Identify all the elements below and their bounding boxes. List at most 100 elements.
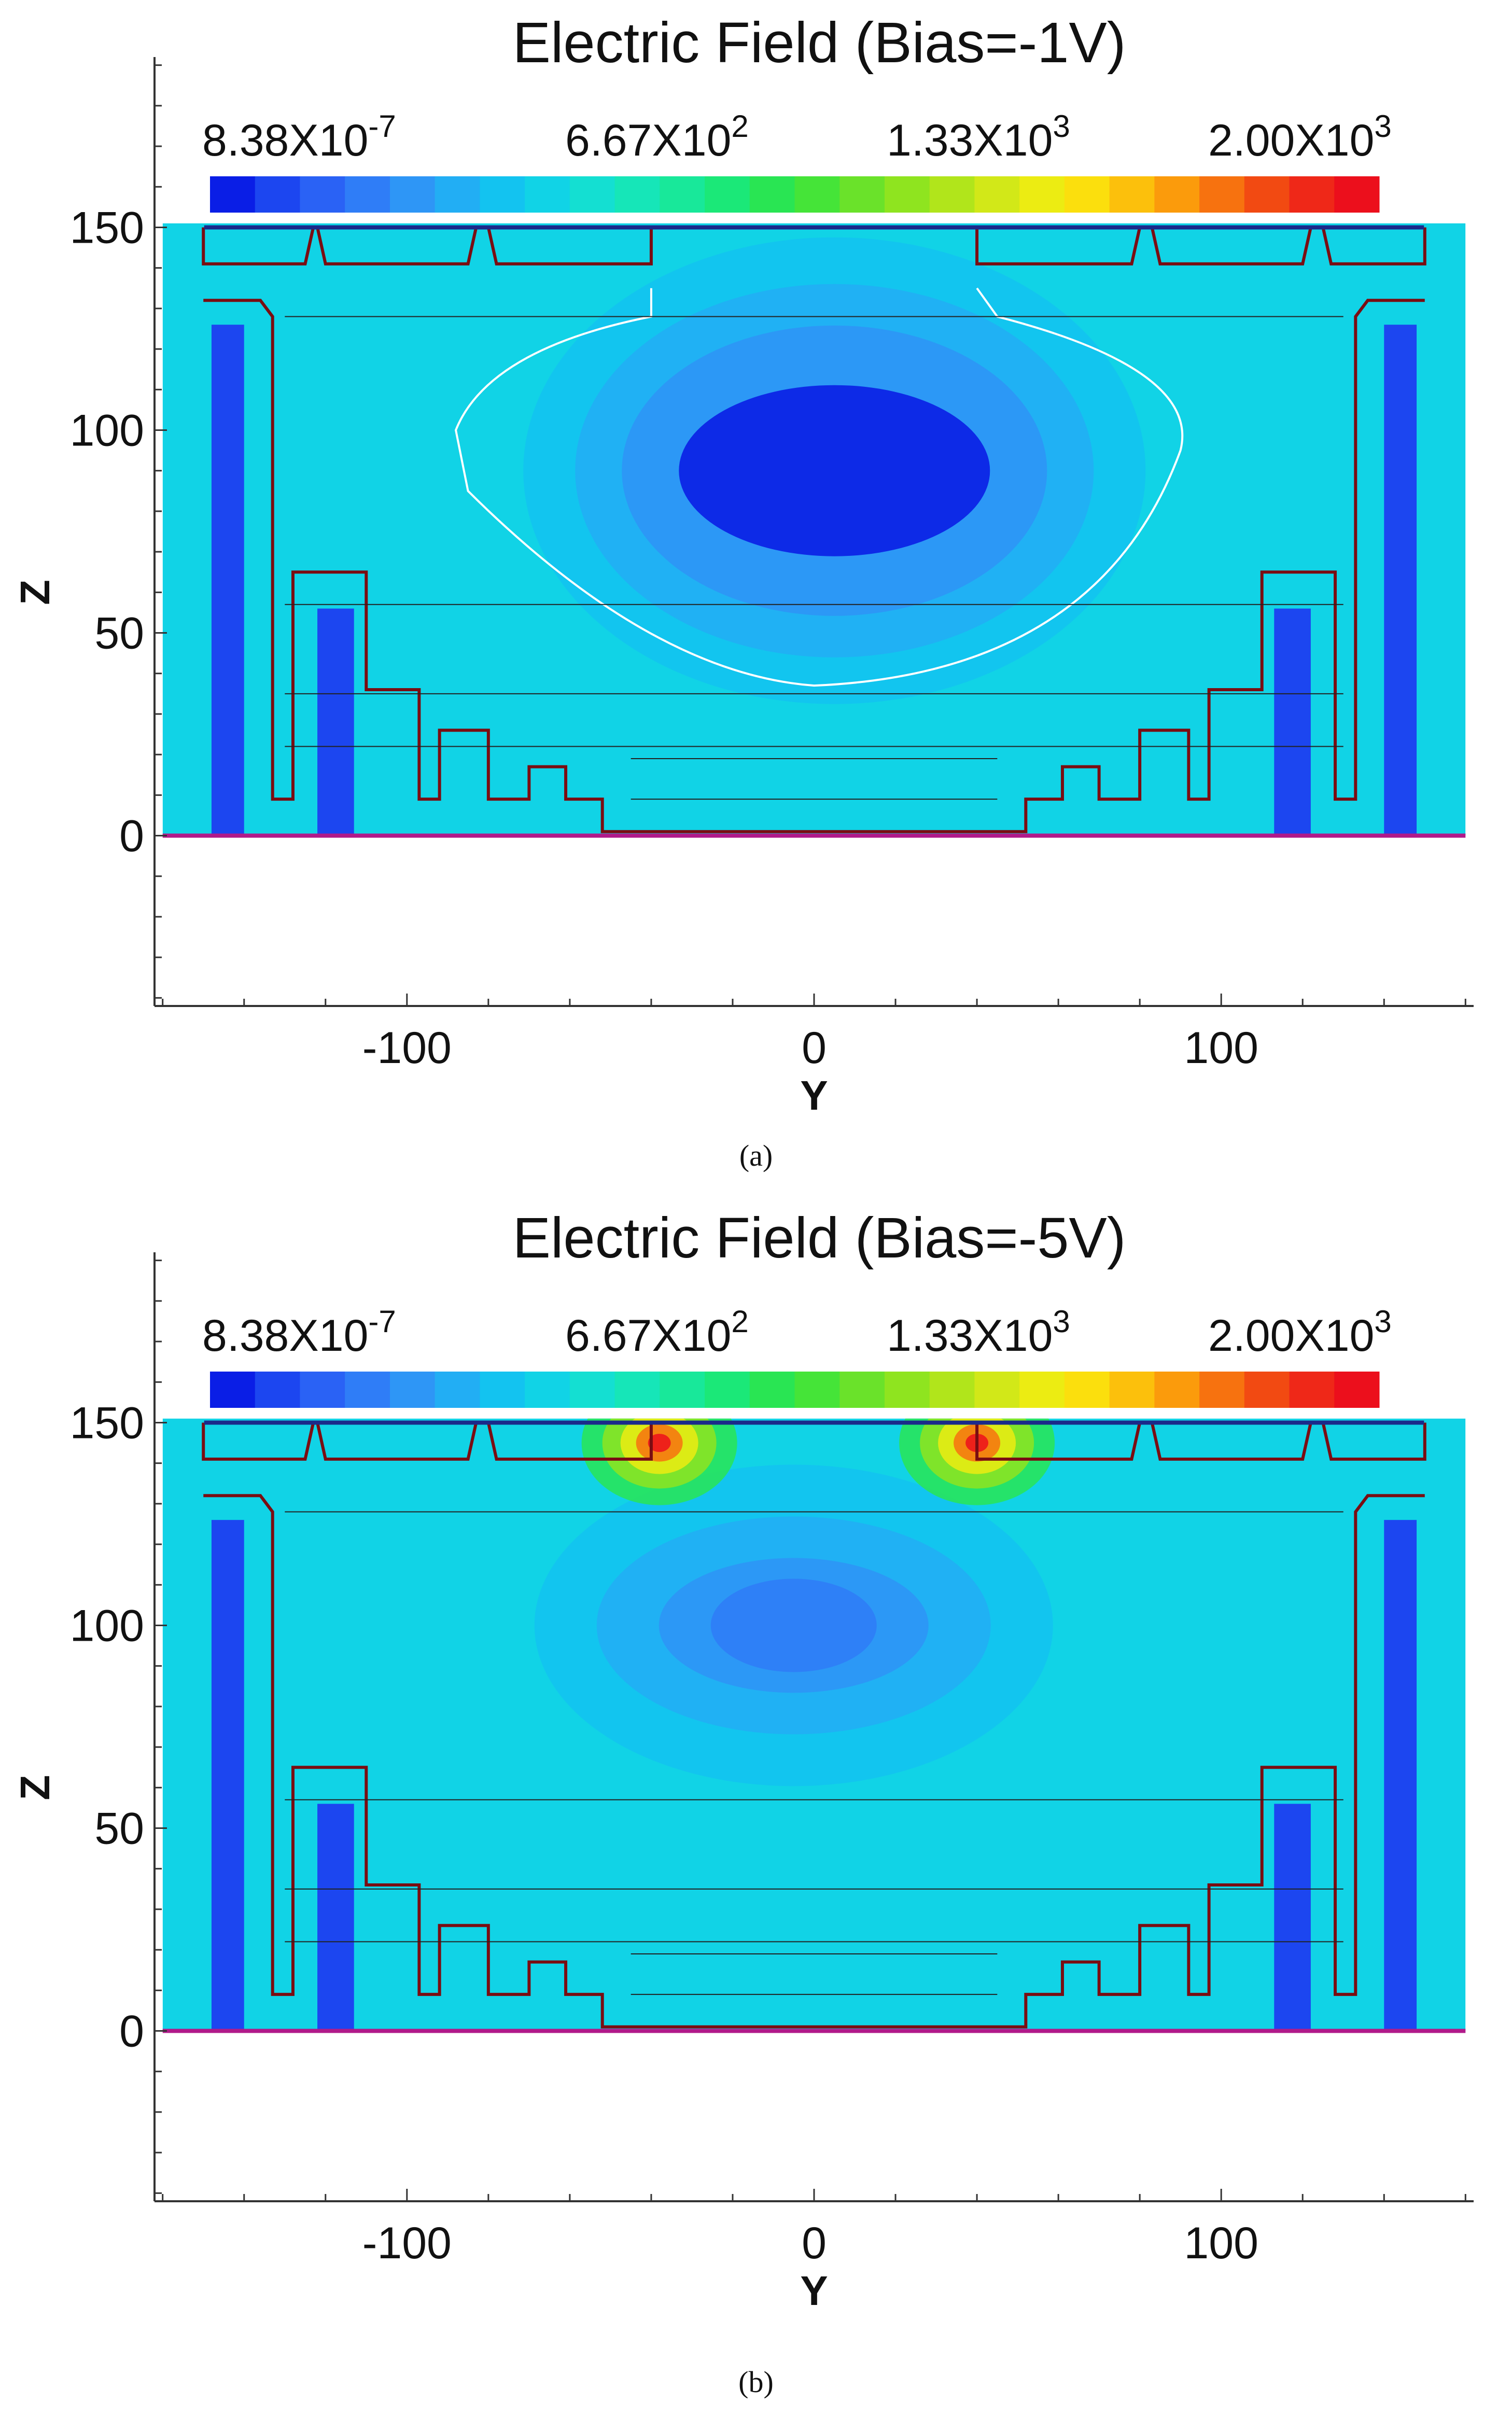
x-axis-label: Y [800, 1072, 828, 1119]
field-map [162, 223, 1466, 838]
colorbar-swatch [569, 176, 615, 213]
colorbar-swatch [614, 176, 660, 213]
colorbar-swatch [1019, 176, 1065, 213]
figure-panel-b: Electric Field (Bias=-5V) 8.38X10-7 6.67X1… [0, 1195, 1512, 2315]
colorbar-swatch [705, 1372, 750, 1408]
colorbar-swatch [255, 176, 300, 213]
colorbar-label: 8.38X10-7 [202, 109, 396, 165]
y-tick-label: 0 [119, 812, 144, 861]
x-tick-label: -100 [362, 2218, 452, 2268]
colorbar-swatch [480, 1372, 525, 1408]
colorbar-swatch [525, 1372, 570, 1408]
colorbar-swatch [525, 176, 570, 213]
side-column [317, 608, 354, 836]
x-tick-label: 100 [1184, 2218, 1258, 2268]
colorbar-swatch [614, 1372, 660, 1408]
colorbar-swatch [929, 176, 975, 213]
structure-outline [486, 1422, 653, 1461]
colorbar-label: 8.38X10-7 [202, 1304, 396, 1361]
colorbar-swatch [1334, 1372, 1380, 1408]
side-column [317, 1804, 354, 2031]
field-contour [679, 385, 990, 556]
chart-title: Electric Field (Bias=-1V) [513, 11, 1126, 75]
colorbar-label: 6.67X102 [565, 109, 749, 165]
x-tick-label: 0 [802, 2218, 827, 2268]
panel-0-svg: Electric Field (Bias=-1V) 8.38X10-7 6.67X1… [12, 11, 1474, 1119]
x-tick-label: 0 [802, 1023, 827, 1073]
caption-b: (b) [738, 2365, 774, 2399]
side-column [1384, 325, 1417, 836]
structure-outline [975, 227, 1142, 265]
colorbar-swatch [749, 1372, 795, 1408]
colorbar-swatch [1244, 1372, 1290, 1408]
structure-outline [203, 299, 1425, 833]
structure-outline [975, 1422, 1142, 1461]
colorbar-swatch [660, 176, 705, 213]
structure-outline [316, 1422, 478, 1461]
structure-outline [1321, 1422, 1426, 1461]
colorbar-swatch [1019, 1372, 1065, 1408]
side-column [1384, 1520, 1417, 2031]
colorbar-swatch [300, 176, 345, 213]
colorbar-swatch [1109, 1372, 1155, 1408]
figure-panel-a: Electric Field (Bias=-1V) 8.38X10-7 6.67X1… [0, 0, 1512, 1120]
colorbar-swatch [974, 1372, 1020, 1408]
colorbar-swatch [300, 1372, 345, 1408]
structure-outline [202, 1422, 315, 1461]
colorbar-swatch [1244, 176, 1290, 213]
colorbar-label: 2.00X103 [1208, 1304, 1392, 1361]
y-axis-label: Z [12, 1775, 58, 1800]
colorbar-swatch [255, 1372, 300, 1408]
colorbar-swatch [345, 176, 390, 213]
x-tick-label: 100 [1184, 1023, 1258, 1073]
panel-1-svg: Electric Field (Bias=-5V) 8.38X10-7 6.67X1… [12, 1206, 1474, 2314]
y-tick-label: 50 [94, 609, 144, 659]
colorbar: 8.38X10-7 6.67X102 1.33X103 2.00X103 [202, 1304, 1392, 1408]
colorbar-swatch [1064, 176, 1110, 213]
colorbar-swatch [435, 176, 480, 213]
y-tick-label: 50 [94, 1804, 144, 1854]
structure-outline [486, 227, 653, 265]
colorbar-swatch [974, 176, 1020, 213]
structure-outline [1321, 227, 1426, 265]
caption-a: (a) [739, 1139, 773, 1172]
depletion-boundary [454, 287, 1184, 687]
colorbar-label: 6.67X102 [565, 1304, 749, 1361]
structure-outline [1150, 227, 1312, 265]
colorbar-swatch [210, 1372, 256, 1408]
structure-outline [316, 227, 478, 265]
side-column [1274, 608, 1311, 836]
colorbar-swatch [884, 1372, 930, 1408]
colorbar-swatch [1289, 1372, 1335, 1408]
colorbar-label: 2.00X103 [1208, 109, 1392, 165]
colorbar-swatch [345, 1372, 390, 1408]
colorbar-swatch [839, 176, 885, 213]
axes: 0 50 100 150 -100 0 100 Y Z [12, 1252, 1474, 2314]
x-tick-label: -100 [362, 1023, 452, 1073]
colorbar-swatch [1064, 1372, 1110, 1408]
colorbar-swatch [435, 1372, 480, 1408]
field-hotspot [648, 1433, 671, 1452]
colorbar-label: 1.33X103 [887, 1304, 1070, 1361]
field-map [162, 1418, 1466, 2033]
colorbar-swatch [1154, 1372, 1200, 1408]
side-column [1274, 1804, 1311, 2031]
x-axis-label: Y [800, 2268, 828, 2314]
colorbar-swatch [1289, 176, 1335, 213]
colorbar-swatch [749, 176, 795, 213]
colorbar-swatch [929, 1372, 975, 1408]
structure-outline [203, 1494, 1425, 2029]
colorbar-swatch [1199, 1372, 1245, 1408]
y-tick-label: 150 [70, 1398, 145, 1448]
side-column [211, 325, 244, 836]
side-column [211, 1520, 244, 2031]
colorbar-swatch [705, 176, 750, 213]
y-tick-label: 0 [119, 2007, 144, 2057]
y-tick-label: 100 [70, 406, 145, 455]
colorbar-swatch [569, 1372, 615, 1408]
colorbar-swatch [1334, 176, 1380, 213]
colorbar-swatch [794, 1372, 840, 1408]
colorbar: 8.38X10-7 6.67X102 1.33X103 2.00X103 [202, 109, 1392, 213]
y-tick-label: 100 [70, 1601, 145, 1651]
colorbar-swatch [210, 176, 256, 213]
